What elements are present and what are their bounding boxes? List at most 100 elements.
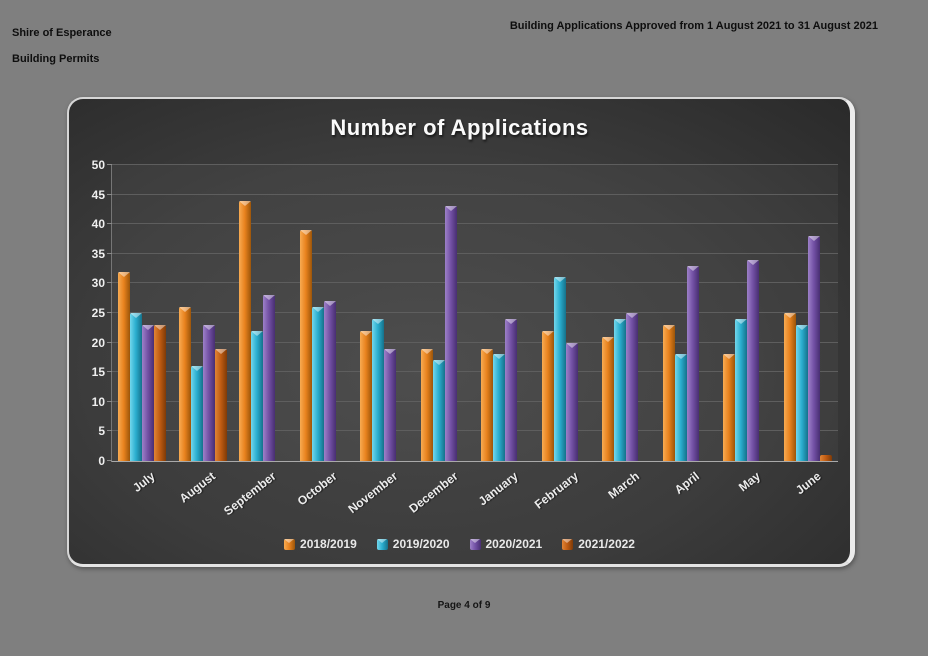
- y-axis-label: 25: [91, 306, 105, 320]
- bar-2018-2019-march: [602, 336, 615, 461]
- bar-2019-2020-august: [190, 366, 203, 461]
- legend-label: 2020/2021: [485, 537, 543, 551]
- bar-2020-2021-april: [686, 265, 699, 461]
- legend-marker-icon: [562, 538, 574, 550]
- bar-top-highlight: [118, 271, 131, 277]
- bar-top-highlight: [747, 259, 760, 265]
- y-axis-label: 20: [91, 335, 105, 350]
- y-tick: [107, 312, 112, 313]
- bar-2019-2020-february: [553, 277, 566, 461]
- x-axis-label-april: April: [672, 469, 703, 497]
- legend-marker-highlight: [284, 538, 295, 543]
- y-tick: [107, 460, 112, 461]
- bar-group-january: [475, 165, 536, 461]
- bar-top-highlight: [662, 324, 675, 330]
- report-name: Building Permits: [12, 53, 100, 65]
- bar-2018-2019-february: [541, 330, 554, 461]
- x-axis-label-october: October: [294, 469, 340, 509]
- bar-2018-2019-may: [723, 354, 736, 461]
- bar-top-highlight: [674, 354, 687, 360]
- gridline: [112, 400, 838, 402]
- bar-top-highlight: [481, 348, 494, 354]
- y-axis-label: 10: [91, 394, 105, 409]
- gridline: [112, 371, 838, 373]
- bar-top-highlight: [505, 318, 518, 324]
- bar-2018-2019-january: [481, 348, 494, 461]
- bar-2018-2019-november: [360, 330, 373, 461]
- bar-top-highlight: [686, 265, 699, 271]
- bar-2021-2022-june: [819, 455, 832, 461]
- bar-group-august: [173, 165, 234, 461]
- x-axis-label-july: July: [130, 469, 158, 495]
- bar-2021-2022-july: [154, 324, 167, 461]
- bar-top-highlight: [541, 330, 554, 336]
- bar-group-may: [717, 165, 778, 461]
- gridline: [112, 341, 838, 343]
- bar-top-highlight: [142, 324, 155, 330]
- chart-frame: Number of Applications 0 5 10 15 20 25 30 35 40 4…: [67, 97, 855, 567]
- x-axis-label-september: September: [221, 469, 279, 519]
- chart-legend: 2018/2019 2019/2020 2020/2021 2021/2022: [69, 537, 850, 551]
- bar-2019-2020-july: [130, 313, 143, 461]
- gridline: [112, 312, 838, 313]
- bar-2020-2021-september: [263, 295, 276, 461]
- bar-group-february: [536, 165, 597, 461]
- bar-top-highlight: [723, 354, 736, 360]
- bar-top-highlight: [372, 318, 385, 324]
- bar-2018-2019-december: [420, 348, 433, 461]
- legend-marker-highlight: [562, 538, 573, 543]
- bar-top-highlight: [311, 307, 324, 313]
- bar-group-april: [657, 165, 718, 461]
- bar-group-march: [596, 165, 657, 461]
- bar-top-highlight: [263, 295, 276, 301]
- bar-2019-2020-april: [674, 354, 687, 461]
- x-axis-label-january: January: [475, 469, 521, 509]
- bar-2018-2019-april: [662, 324, 675, 461]
- legend-item-2020-2021: 2020/2021: [469, 537, 543, 551]
- bar-group-october: [294, 165, 355, 461]
- bar-2018-2019-october: [299, 230, 312, 461]
- plot-area: [107, 164, 839, 462]
- legend-marker-highlight: [469, 538, 480, 543]
- y-tick: [107, 400, 112, 402]
- gridline: [112, 430, 838, 432]
- bar-top-highlight: [323, 301, 336, 307]
- bar-top-highlight: [239, 200, 252, 206]
- bar-2019-2020-october: [311, 307, 324, 461]
- chart-title: Number of Applications: [330, 115, 589, 140]
- bar-2020-2021-july: [142, 324, 155, 461]
- bar-2018-2019-july: [118, 271, 131, 461]
- y-axis-label: 50: [91, 158, 105, 172]
- bar-group-june: [778, 165, 839, 461]
- legend-marker-icon: [376, 538, 388, 550]
- gridline: [112, 223, 838, 225]
- legend-label: 2019/2020: [392, 537, 450, 551]
- x-axis-label-march: March: [605, 469, 642, 502]
- report-period: Building Applications Approved from 1 Au…: [509, 20, 878, 32]
- bar-top-highlight: [795, 324, 808, 330]
- bar-top-highlight: [626, 313, 639, 318]
- bar-2021-2022-august: [214, 348, 227, 461]
- gridline: [112, 282, 838, 284]
- x-axis-label-august: August: [177, 469, 219, 506]
- y-tick: [107, 341, 112, 343]
- bar-top-highlight: [553, 277, 566, 283]
- bar-top-highlight: [178, 307, 191, 313]
- bar-top-highlight: [444, 206, 457, 212]
- bar-top-highlight: [565, 342, 578, 348]
- bar-2020-2021-december: [444, 206, 457, 461]
- legend-item-2021-2022: 2021/2022: [562, 537, 635, 551]
- y-tick: [107, 430, 112, 432]
- bar-2020-2021-october: [323, 301, 336, 461]
- bar-top-highlight: [251, 330, 264, 336]
- bar-2019-2020-may: [735, 318, 748, 461]
- y-tick: [107, 223, 112, 225]
- y-tick: [107, 282, 112, 284]
- legend-marker-highlight: [376, 538, 387, 543]
- org-name: Shire of Esperance: [12, 27, 112, 39]
- bar-2020-2021-june: [807, 236, 820, 461]
- y-axis-label: 0: [98, 454, 105, 468]
- gridline: [112, 252, 838, 254]
- bar-2020-2021-february: [565, 342, 578, 461]
- legend-label: 2021/2022: [578, 537, 635, 551]
